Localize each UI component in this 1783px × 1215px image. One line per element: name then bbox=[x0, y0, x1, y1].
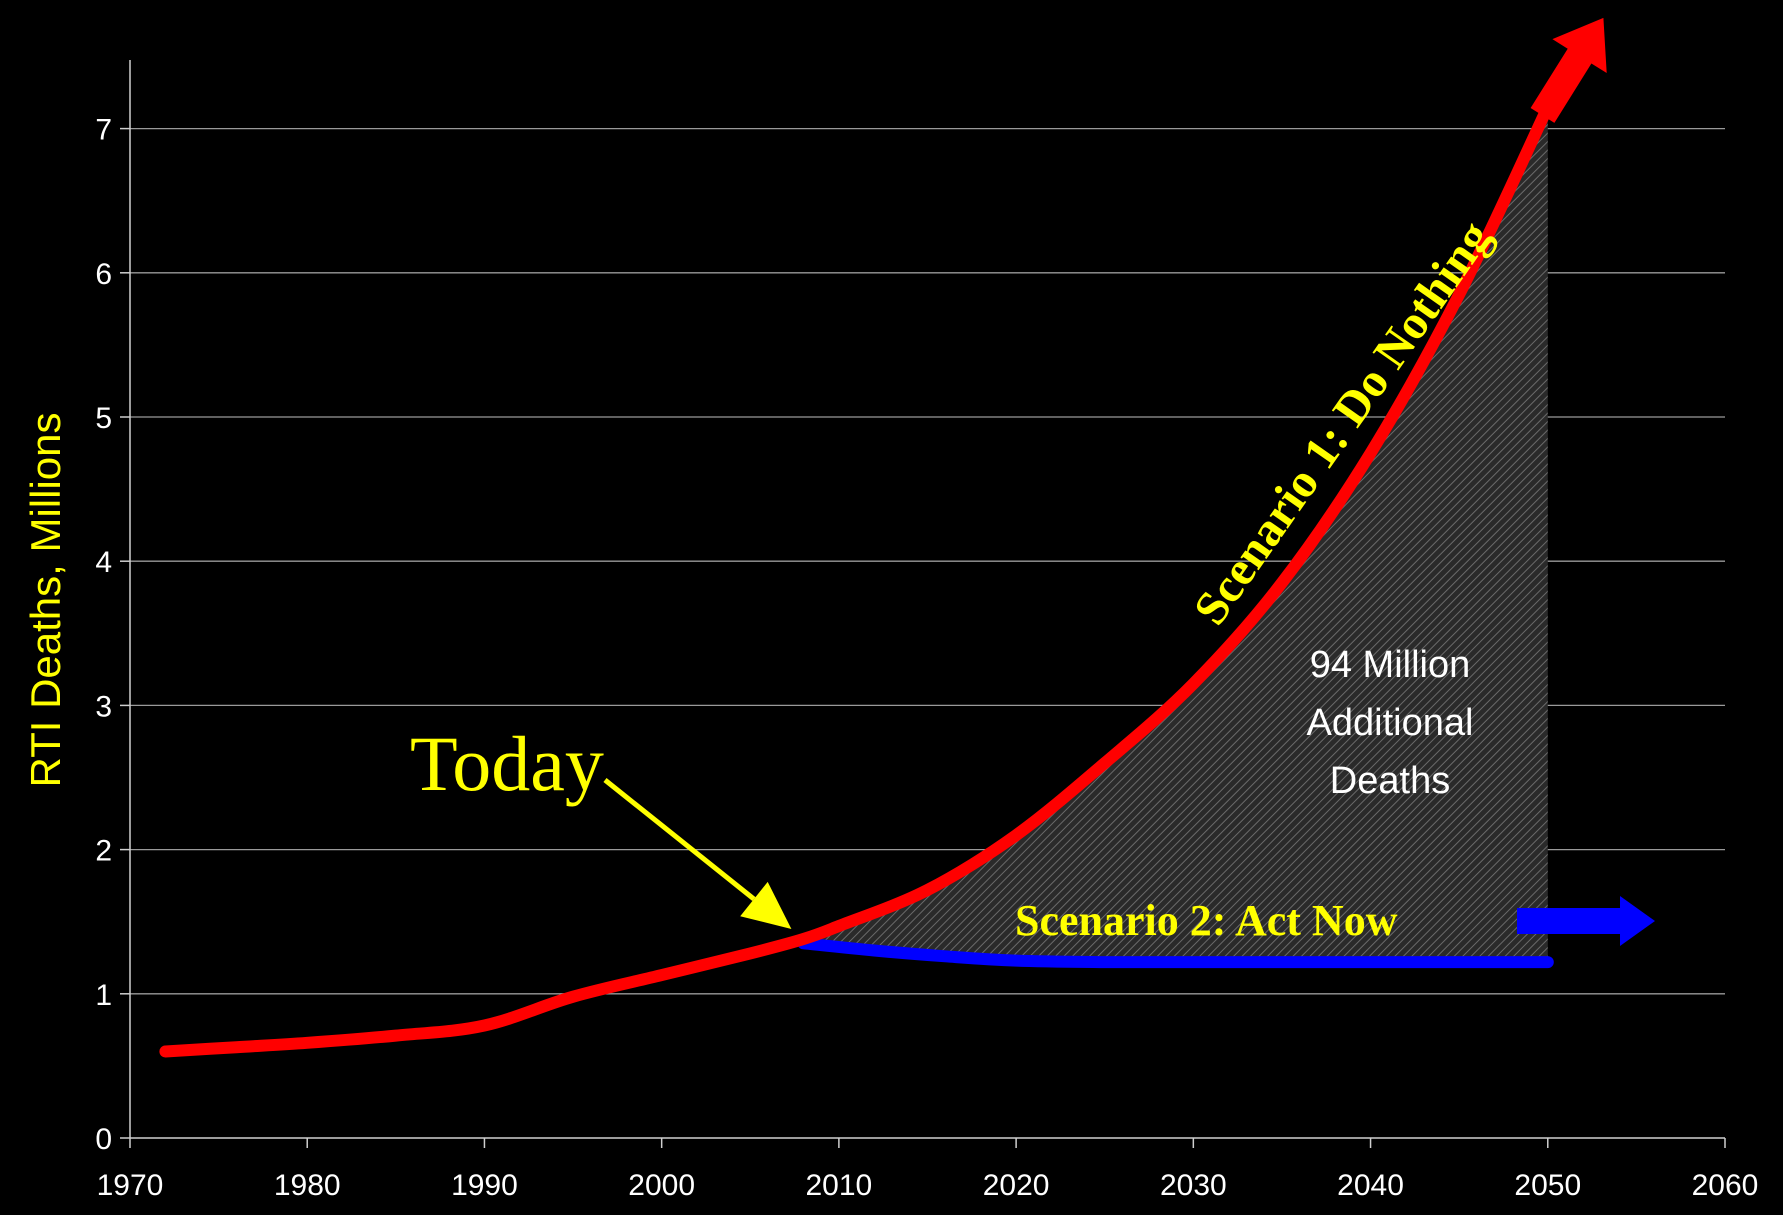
grid-lines bbox=[130, 127, 1725, 995]
y-tick-label-0: 0 bbox=[95, 1123, 112, 1156]
y-tick-label-4: 4 bbox=[95, 546, 112, 579]
x-tick-label-1970: 1970 bbox=[97, 1169, 164, 1202]
today-arrow-head bbox=[740, 881, 792, 929]
area-label-line-1: 94 Million bbox=[1310, 644, 1471, 686]
y-tick-label-7: 7 bbox=[95, 114, 112, 147]
x-tick-label-2020: 2020 bbox=[983, 1169, 1050, 1202]
x-tick-label-1980: 1980 bbox=[274, 1169, 341, 1202]
x-tick-label-2010: 2010 bbox=[806, 1169, 873, 1202]
series-line-scenario-1 bbox=[159, 101, 1554, 1058]
x-tick-label-2050: 2050 bbox=[1514, 1169, 1581, 1202]
y-tick-label-6: 6 bbox=[95, 258, 112, 291]
additional-deaths-hatched-area bbox=[803, 107, 1548, 963]
x-tick-label-1990: 1990 bbox=[451, 1169, 518, 1202]
scenario1-arrow bbox=[1530, 17, 1607, 123]
annotations bbox=[603, 17, 1655, 946]
x-tick-label-2060: 2060 bbox=[1692, 1169, 1759, 1202]
series-lines bbox=[159, 101, 1554, 1058]
y-tick-label-3: 3 bbox=[95, 690, 112, 723]
series-line-scenario-2 bbox=[797, 937, 1554, 969]
x-tick-label-2030: 2030 bbox=[1160, 1169, 1227, 1202]
y-tick-label-1: 1 bbox=[95, 979, 112, 1012]
additional-deaths-area bbox=[803, 107, 1548, 963]
today-label: Today bbox=[410, 720, 604, 807]
scenario2-arrow bbox=[1517, 896, 1655, 946]
y-axis-label: RTI Deaths, Millions bbox=[22, 412, 69, 787]
y-tick-label-2: 2 bbox=[95, 835, 112, 868]
x-tick-label-2000: 2000 bbox=[628, 1169, 695, 1202]
axes: 0 1 2 3 4 5 6 7 1970 1980 1990 2000 2010 2020 2030 2040… bbox=[95, 60, 1758, 1202]
y-tick-label-5: 5 bbox=[95, 402, 112, 435]
x-tick-label-2040: 2040 bbox=[1337, 1169, 1404, 1202]
today-arrow-shaft bbox=[603, 778, 756, 901]
area-label-line-2: Additional bbox=[1307, 702, 1474, 744]
scenario2-label: Scenario 2: Act Now bbox=[1015, 896, 1398, 945]
area-label-line-3: Deaths bbox=[1330, 760, 1450, 802]
